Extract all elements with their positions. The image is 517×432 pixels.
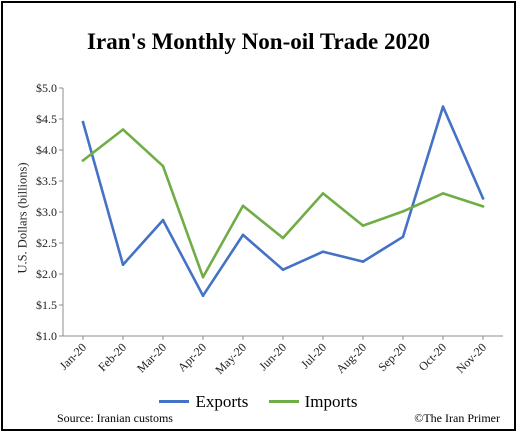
y-tick-label: $4.0	[36, 143, 57, 157]
line-chart: $1.0 $1.5 $2.0 $2.5 $3.0 $3.5 $4.0 $4.5 $5.0 Jan-…	[36, 81, 503, 377]
x-tick-label: Jan-20	[57, 340, 90, 373]
data-point-exports	[361, 260, 365, 263]
x-tick-label: Nov-20	[453, 340, 489, 376]
data-point-imports	[201, 275, 205, 279]
x-tick-label: Mar-20	[134, 340, 169, 375]
y-tick-label: $1.0	[36, 329, 57, 343]
data-point-imports	[121, 128, 125, 131]
y-tick-label: $1.5	[36, 298, 57, 312]
data-point-exports	[401, 235, 405, 239]
legend-label-imports: Imports	[304, 391, 358, 411]
legend-item-imports: Imports	[268, 391, 358, 412]
y-tick-label: $3.5	[36, 174, 57, 188]
data-point-exports	[321, 250, 325, 253]
x-tick-label: Jun-20	[256, 340, 289, 373]
legend-item-exports: Exports	[159, 392, 248, 412]
x-tick-label: Aug-20	[333, 340, 369, 376]
legend-swatch-exports	[159, 400, 190, 403]
chart-title: Iran's Monthly Non-oil Trade 2020	[87, 29, 430, 54]
x-tick-label: Oct-20	[416, 340, 449, 373]
data-point-imports	[441, 192, 445, 195]
data-point-imports	[361, 224, 365, 227]
series-line-imports	[81, 128, 485, 279]
data-point-exports	[241, 233, 245, 237]
x-tick-label: May-20	[212, 340, 249, 377]
data-point-exports	[161, 218, 165, 222]
y-tick-label: $2.5	[36, 236, 57, 250]
y-tick-label: $3.0	[36, 205, 57, 219]
legend-swatch-imports	[268, 400, 299, 403]
data-point-imports	[481, 205, 485, 208]
data-point-imports	[241, 204, 245, 208]
legend: Exports Imports	[3, 388, 514, 412]
y-tick-label: $4.5	[36, 112, 57, 126]
data-point-exports	[201, 294, 205, 298]
y-tick-label: $2.0	[36, 267, 57, 281]
x-tick-label: Apr-20	[175, 340, 209, 374]
data-point-exports	[121, 263, 125, 267]
data-point-exports	[81, 120, 85, 124]
data-point-exports	[481, 197, 485, 200]
x-tick-label: Sep-20	[375, 340, 409, 374]
data-point-imports	[281, 236, 285, 240]
x-tick-label: Jul-20	[298, 340, 329, 371]
credit-note: ©The Iran Primer	[414, 411, 500, 425]
data-point-imports	[81, 159, 85, 162]
source-note: Source: Iranian customs	[57, 411, 173, 425]
data-point-imports	[321, 192, 325, 195]
y-tick-label: $5.0	[36, 81, 57, 95]
data-point-exports	[281, 268, 285, 271]
data-point-imports	[161, 164, 165, 168]
data-point-imports	[401, 210, 405, 213]
x-tick-label: Feb-20	[95, 340, 129, 374]
data-point-exports	[441, 105, 445, 108]
legend-label-exports: Exports	[195, 391, 249, 411]
